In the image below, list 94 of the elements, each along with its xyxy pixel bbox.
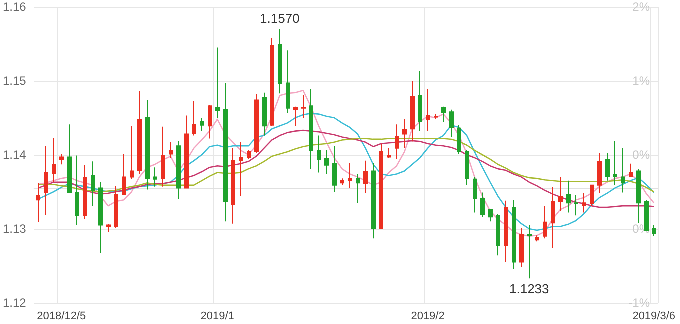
candlestick: [371, 162, 376, 240]
candlestick: [504, 200, 508, 263]
candlestick: [169, 142, 173, 158]
candlestick: [348, 162, 352, 189]
annotation: 1.1570: [260, 11, 300, 26]
candlestick: [192, 100, 196, 136]
candlestick: [161, 126, 165, 188]
candlestick: [629, 163, 633, 178]
candlestick: [402, 118, 407, 149]
candlestick: [465, 150, 469, 186]
candlestick: [410, 80, 415, 142]
candlestick: [395, 124, 399, 160]
candlestick: [434, 114, 438, 120]
candlestick: [332, 146, 337, 192]
y-tick-label: 1.14: [2, 148, 27, 162]
candlestick: [317, 135, 321, 174]
candlestick: [480, 192, 485, 218]
line-series: [38, 138, 655, 193]
candlestick: [130, 126, 134, 180]
candlestick: [184, 115, 189, 189]
y-tick-label: 1.15: [2, 74, 27, 88]
candlestick: [496, 214, 500, 256]
candlestick: [122, 154, 126, 196]
candlestick: [239, 142, 243, 197]
candlestick: [543, 206, 547, 240]
x-tick-label: 2018/12/5: [37, 310, 86, 322]
y-tick-label: 1.12: [2, 296, 27, 310]
candlestick: [636, 168, 641, 224]
candlestick: [223, 82, 228, 222]
candlestick: [512, 200, 516, 270]
candlestick: [387, 148, 391, 158]
candlestick: [324, 150, 329, 175]
candlestick: [574, 194, 578, 216]
candlestick: [137, 90, 142, 175]
candlestick: [176, 140, 181, 200]
candlestick: [301, 94, 306, 118]
candlestick: [527, 224, 532, 280]
candlestick: [36, 182, 40, 223]
candlestick: [145, 100, 150, 190]
candlestick: [551, 187, 555, 249]
candlestick: [75, 155, 79, 226]
candlestick: [488, 208, 493, 222]
candlestick: [519, 228, 524, 268]
candlestick: [215, 47, 220, 118]
candlestick: [309, 88, 313, 170]
candlestick: [652, 224, 656, 237]
candlestick: [449, 109, 454, 138]
candlestick: [597, 153, 602, 194]
candlestick: [59, 154, 64, 166]
candlestick: [91, 161, 95, 207]
y-tick-label: 1.16: [2, 0, 27, 14]
candlestick: [473, 176, 477, 214]
line-series: [38, 130, 655, 208]
candlestick: [340, 178, 344, 186]
candlestick: [262, 92, 267, 136]
candlestick: [278, 28, 282, 94]
x-tick-label: 2019/2: [411, 310, 445, 322]
candlestick: [582, 192, 586, 214]
line-series: [38, 112, 655, 232]
candlestick: [208, 104, 212, 140]
candlestick: [379, 143, 383, 230]
candlestick: [535, 235, 539, 242]
candlestick: [231, 148, 235, 224]
candlestick: [254, 94, 259, 154]
candlestick: [67, 124, 72, 194]
candlestick: [293, 106, 298, 127]
candlestick: [566, 180, 571, 214]
candlestick: [106, 224, 111, 232]
candlestick: [605, 153, 610, 182]
candlestick: [247, 150, 251, 160]
candlestick: [441, 106, 446, 123]
candlestick: [83, 164, 87, 220]
candlestick: [286, 50, 290, 114]
x-tick-label: 2019/1: [200, 310, 234, 322]
candlestick: [114, 186, 118, 229]
candlestick: [558, 176, 563, 212]
annotation: 1.1233: [509, 282, 550, 297]
candlestick: [457, 124, 461, 155]
candlestick: [44, 146, 48, 216]
candlestick: [613, 140, 617, 186]
candlestick: [590, 184, 594, 207]
x-tick-label: 2019/3/6: [632, 310, 676, 322]
candlestick: [52, 137, 56, 183]
candlestick: [153, 167, 157, 188]
candlestick: [98, 182, 103, 254]
candlestick: [363, 160, 368, 194]
candlestick: [270, 38, 274, 127]
line-series: [38, 90, 655, 238]
candlestick: [356, 174, 360, 204]
candlestick: [418, 70, 422, 132]
y-tick-label: 1.13: [2, 222, 27, 236]
candlestick: [200, 118, 204, 132]
candlestick: [426, 88, 430, 132]
candlestick: [621, 148, 625, 194]
